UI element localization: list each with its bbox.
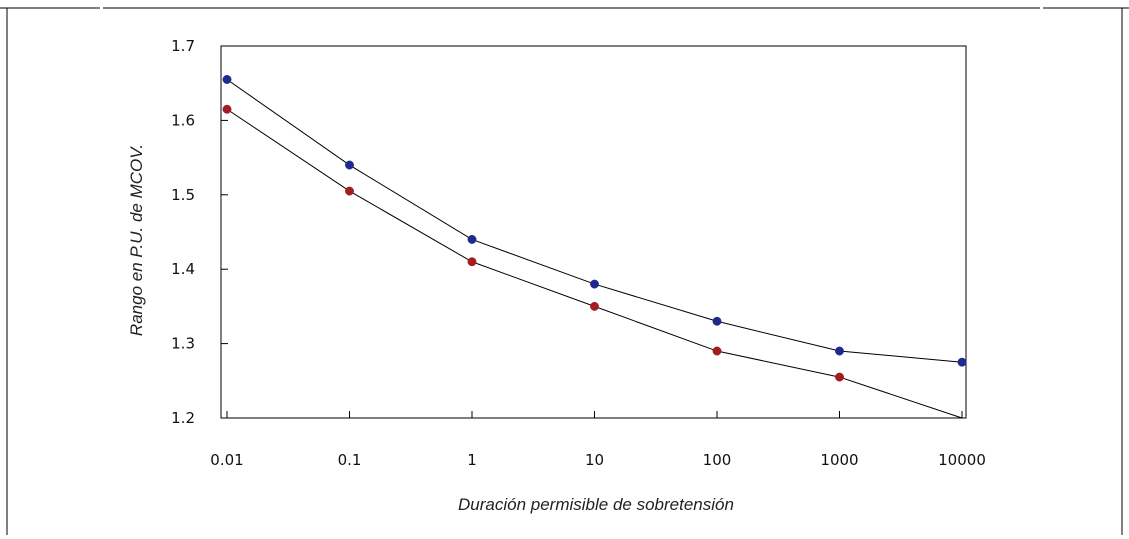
- y-tick-label: 1.6: [171, 111, 195, 129]
- y-ticks: 1.2 1.3 1.4 1.5 1.6 1.7: [171, 37, 228, 427]
- series-point: [222, 104, 232, 114]
- x-tick-label: 100: [703, 451, 732, 469]
- series-point: [467, 234, 477, 244]
- x-axis-title: Duración permisible de sobretensión: [458, 495, 734, 514]
- y-tick-label: 1.3: [171, 335, 195, 353]
- series-point: [222, 75, 232, 84]
- y-tick-label: 1.7: [171, 37, 195, 55]
- series-point: [345, 160, 354, 170]
- x-ticks: 0.01 0.1 1 10 100 1000 10000: [210, 411, 986, 469]
- series-group: [222, 75, 967, 419]
- y-tick-label: 1.2: [171, 409, 195, 427]
- series-point: [345, 186, 354, 196]
- series-point: [957, 357, 967, 367]
- x-tick-label: 10000: [938, 451, 986, 469]
- x-tick-label: 1: [467, 451, 477, 469]
- x-tick-label: 0.1: [338, 451, 362, 469]
- series-line: [226, 79, 963, 363]
- series-point: [835, 346, 844, 356]
- series-line: [226, 108, 963, 419]
- y-tick-label: 1.5: [171, 186, 195, 204]
- series-point: [467, 257, 477, 267]
- series-point: [712, 316, 722, 326]
- series-point: [712, 346, 722, 356]
- x-tick-label: 1000: [820, 451, 858, 469]
- series-point: [835, 372, 844, 382]
- series-point: [590, 301, 599, 311]
- y-axis-title: Rango en P.U. de MCOV.: [127, 143, 147, 337]
- series-point: [590, 279, 599, 289]
- plot-area: [220, 45, 967, 419]
- y-tick-label: 1.4: [171, 260, 195, 278]
- x-tick-label: 10: [585, 451, 604, 469]
- x-tick-label: 0.01: [210, 451, 243, 469]
